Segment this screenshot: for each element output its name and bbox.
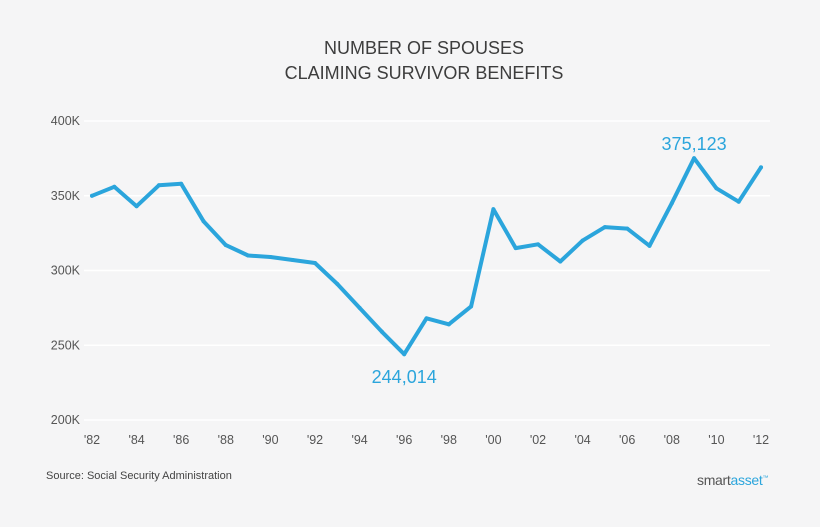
chart-title-line-2: CLAIMING SURVIVOR BENEFITS [285,63,564,83]
x-tick-label: '06 [619,433,635,447]
x-tick-label: '08 [664,433,680,447]
x-tick-label: '94 [351,433,367,447]
smartasset-logo: smartasset™ [697,472,769,488]
series-line [90,156,763,357]
data-point [335,281,340,286]
data-label: 244,014 [372,367,437,387]
x-tick-label: '00 [485,433,501,447]
data-point [112,184,117,189]
data-point [580,238,585,243]
x-tick-label: '82 [84,433,100,447]
x-tick-label: '96 [396,433,412,447]
data-point [402,352,407,357]
y-tick-label: 250K [51,338,81,352]
data-point [759,165,763,170]
data-point [714,186,719,191]
data-point [446,322,451,327]
x-tick-label: '10 [708,433,724,447]
x-tick-label: '88 [218,433,234,447]
y-tick-label: 350K [51,189,81,203]
data-point [469,304,474,309]
data-point [513,246,518,251]
x-tick-label: '84 [128,433,144,447]
data-point [290,258,295,263]
data-point [134,204,139,209]
x-tick-label: '92 [307,433,323,447]
y-tick-label: 400K [51,114,81,128]
data-point [625,226,630,231]
data-point [536,242,540,247]
data-point [268,255,273,260]
data-point [602,225,607,230]
x-tick-label: '12 [753,433,769,447]
x-tick-label: '86 [173,433,189,447]
data-point [491,207,496,212]
data-point [558,259,563,264]
data-point [201,219,206,224]
x-tick-label: '02 [530,433,546,447]
data-point [424,316,429,321]
data-point [736,199,741,204]
data-point [156,183,161,188]
source-note: Source: Social Security Administration [46,470,232,482]
y-tick-label: 300K [51,264,81,278]
data-point [90,193,94,198]
data-point [379,329,384,334]
data-label: 375,123 [662,134,727,154]
data-point [692,156,697,161]
data-point [313,261,317,266]
chart-title-line-1: NUMBER OF SPOUSES [324,38,524,58]
data-point [179,181,184,186]
x-tick-label: '98 [441,433,457,447]
x-tick-label: '04 [574,433,590,447]
x-tick-label: '90 [262,433,278,447]
data-point [246,253,251,258]
data-point [223,243,228,248]
data-point [669,201,674,206]
data-point [647,243,652,248]
y-tick-label: 200K [51,413,81,427]
data-point [357,305,362,310]
